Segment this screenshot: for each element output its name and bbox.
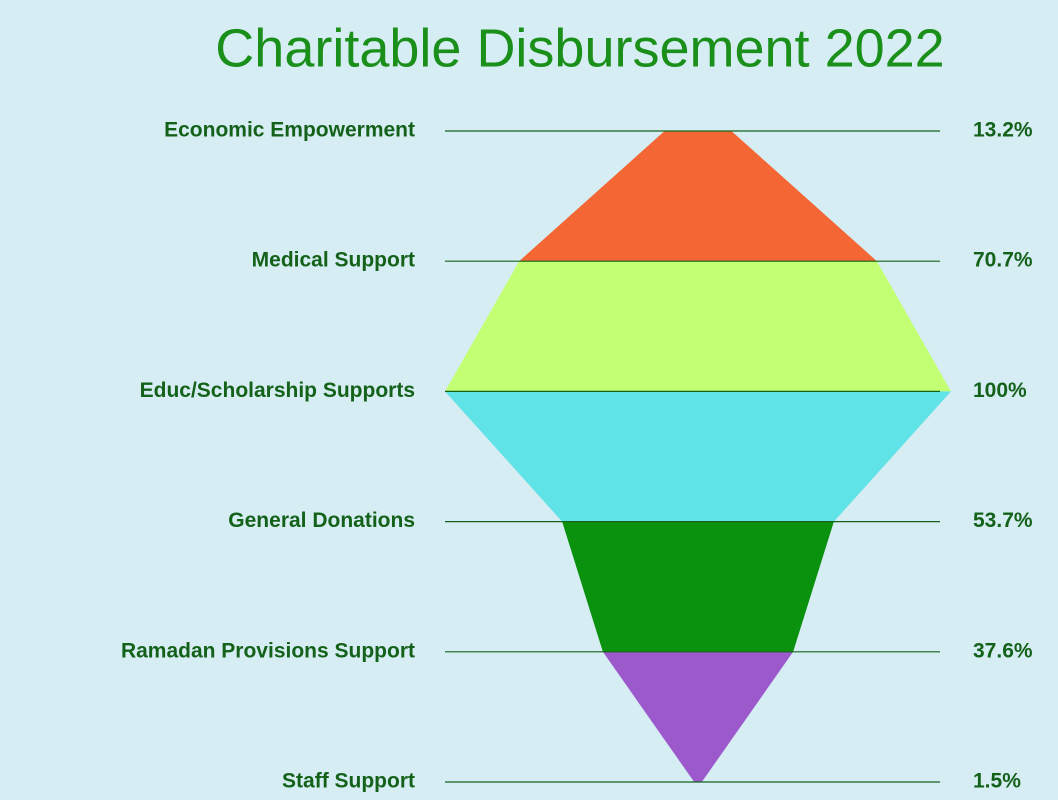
funnel-segment (602, 651, 794, 782)
category-label: Economic Empowerment (164, 119, 415, 142)
category-label: Educ/Scholarship Supports (140, 379, 415, 402)
category-label: Ramadan Provisions Support (121, 639, 415, 662)
funnel-segment (519, 131, 877, 262)
value-label: 37.6% (973, 639, 1033, 662)
value-label: 1.5% (973, 770, 1021, 793)
value-label: 53.7% (973, 509, 1033, 532)
funnel-segment (445, 261, 951, 392)
value-label: 100% (973, 379, 1027, 402)
category-label: Staff Support (282, 770, 415, 793)
category-label: Medical Support (252, 249, 415, 272)
chart-title: Charitable Disbursement 2022 (215, 18, 944, 78)
funnel-segment (562, 521, 834, 652)
funnel-segment (445, 391, 951, 522)
value-label: 13.2% (973, 119, 1033, 142)
value-label: 70.7% (973, 249, 1033, 272)
category-label: General Donations (228, 509, 415, 532)
